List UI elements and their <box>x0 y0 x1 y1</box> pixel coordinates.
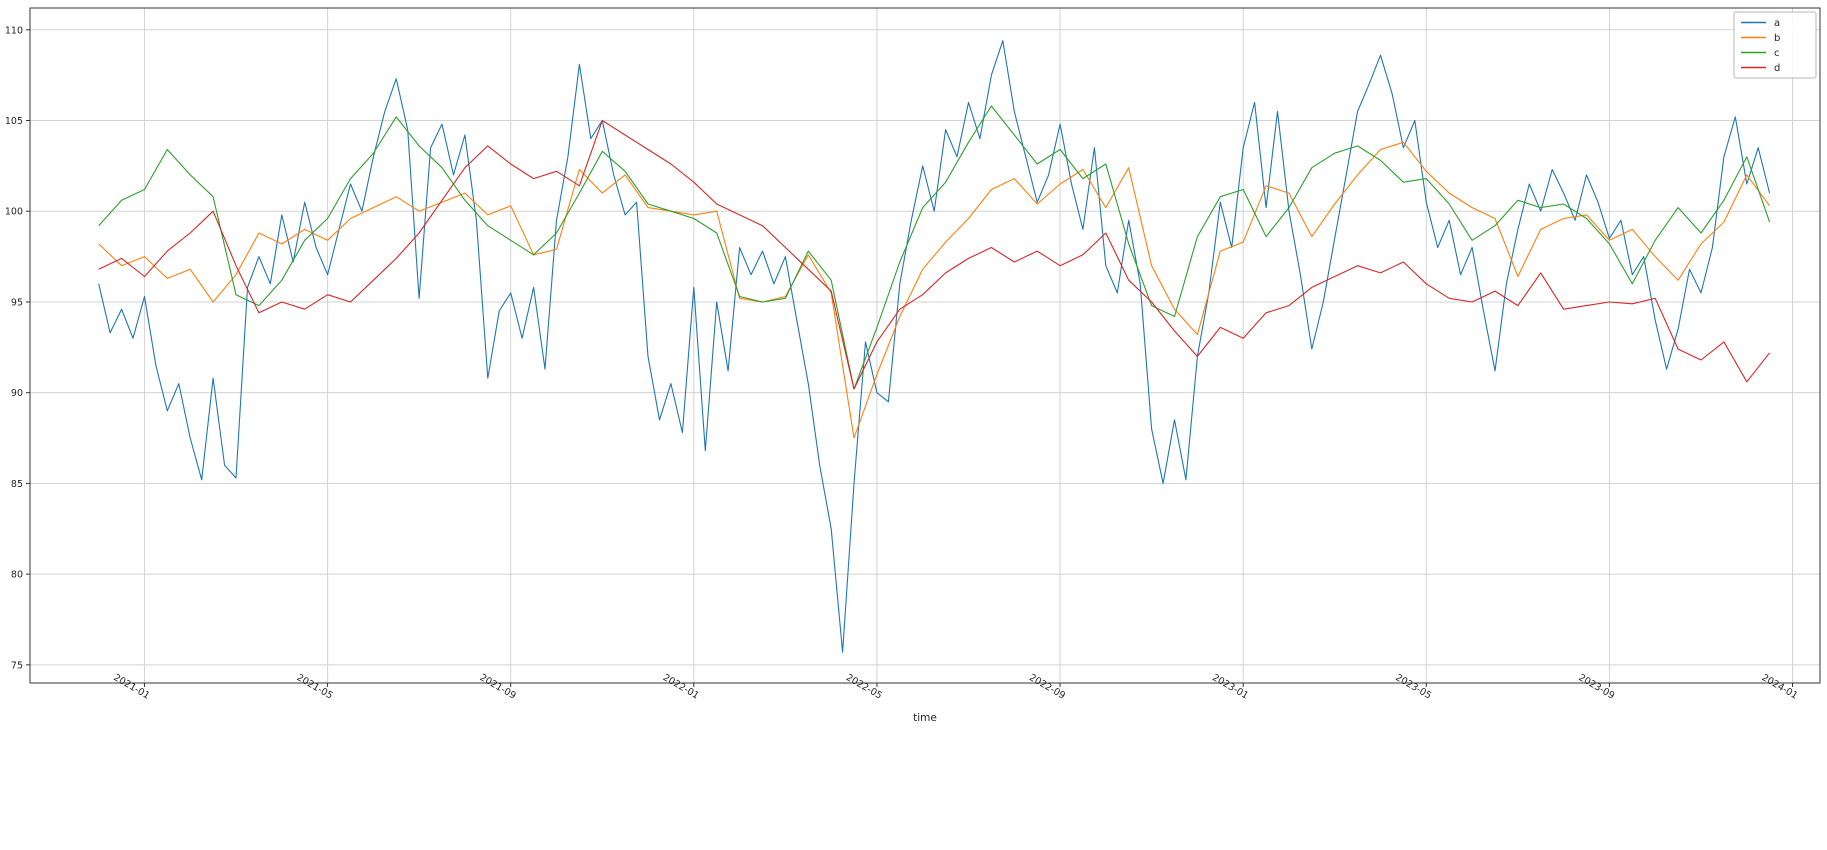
x-tick-label: 2024-01 <box>1760 672 1800 701</box>
legend-entry-c: c <box>1774 48 1780 59</box>
x-tick-label: 2022-05 <box>844 672 884 701</box>
plot-border <box>29 7 1821 684</box>
x-tick-label: 2023-01 <box>1210 672 1250 701</box>
y-tick-label: 80 <box>11 570 23 581</box>
x-tick-label: 2022-09 <box>1027 672 1067 701</box>
legend-entry-b: b <box>1774 33 1780 44</box>
x-axis-label: time <box>913 712 937 724</box>
y-tick-label: 90 <box>11 388 23 399</box>
series-b-line <box>98 141 1771 439</box>
series-a-line <box>98 40 1771 653</box>
y-tick-label: 110 <box>5 25 23 36</box>
legend-entry-d: d <box>1774 63 1780 74</box>
y-tick-label: 85 <box>11 479 23 490</box>
x-tick-label: 2021-01 <box>112 672 152 701</box>
y-tick-label: 75 <box>11 660 23 671</box>
legend-box <box>1733 11 1817 79</box>
series-c-line <box>98 105 1771 390</box>
x-tick-label: 2021-05 <box>295 672 335 701</box>
x-tick-label: 2023-09 <box>1577 672 1617 701</box>
series-d-line <box>98 119 1771 390</box>
x-tick-label: 2021-09 <box>478 672 518 701</box>
x-tick-label: 2022-01 <box>661 672 701 701</box>
legend-entry-a: a <box>1774 18 1780 29</box>
y-tick-label: 100 <box>5 207 23 218</box>
y-tick-label: 95 <box>11 297 23 308</box>
x-tick-label: 2023-05 <box>1393 672 1433 701</box>
y-tick-label: 105 <box>5 116 23 127</box>
